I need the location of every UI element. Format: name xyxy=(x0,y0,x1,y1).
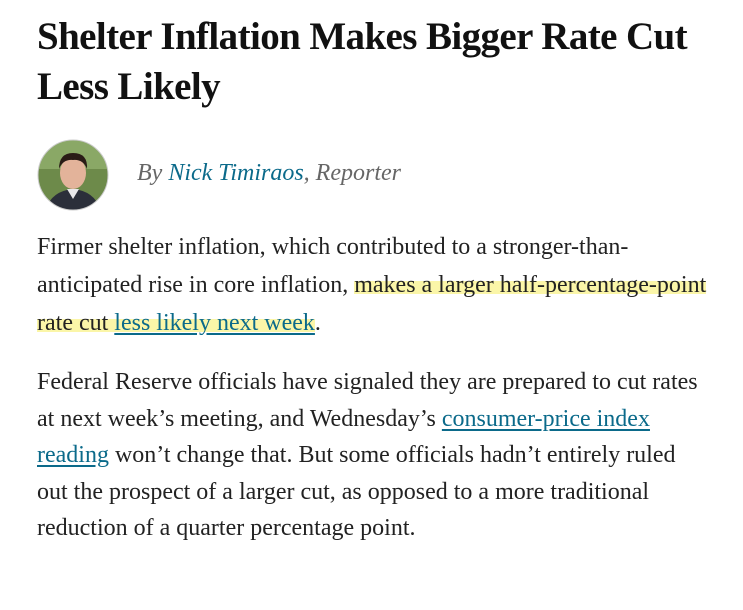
author-avatar xyxy=(37,139,109,211)
text-run: . xyxy=(314,310,321,336)
author-role: , Reporter xyxy=(303,160,401,186)
text-run: Firmer shelter inflation, which contribu… xyxy=(37,234,629,298)
byline: By Nick Timiraos, Reporter xyxy=(137,160,401,187)
author-link[interactable]: Nick Timiraos xyxy=(168,160,304,186)
headline: Shelter Inflation Makes Bigger Rate Cut … xyxy=(37,15,688,108)
paragraph: Firmer shelter inflation, which contribu… xyxy=(37,228,709,342)
inline-link[interactable]: consumer-price index reading xyxy=(37,405,650,469)
article-body: Firmer shelter inflation, which contribu… xyxy=(37,228,709,569)
text-run: won’t change that. But some officials ha… xyxy=(37,442,676,541)
paragraph: Federal Reserve officials have signaled … xyxy=(37,364,709,547)
inline-link[interactable]: less likely next week xyxy=(114,310,315,336)
text-run: Federal Reserve officials have signaled … xyxy=(37,369,698,432)
byline-prefix: By xyxy=(137,160,163,186)
